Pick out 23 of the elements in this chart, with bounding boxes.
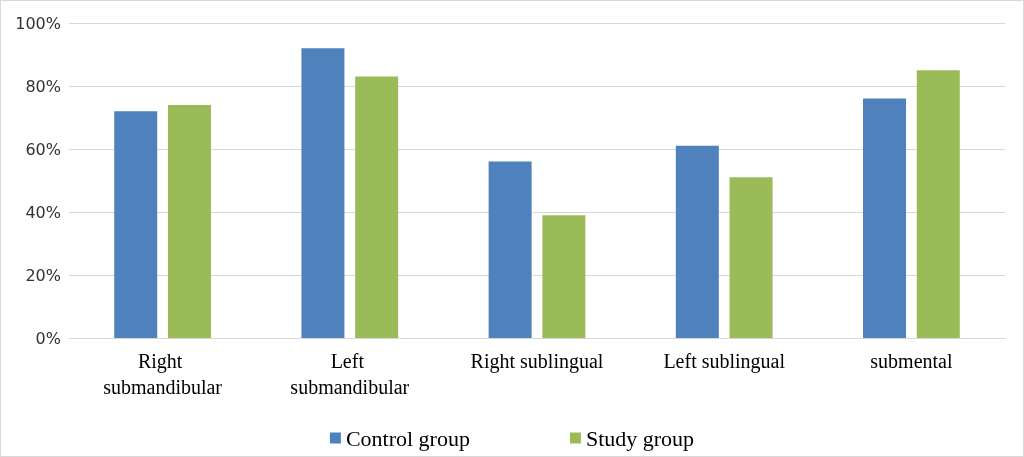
- y-tick-label: 20%: [25, 265, 61, 285]
- bar: [167, 104, 211, 338]
- x-tick-label: Left submandibular: [290, 350, 410, 398]
- bar: [488, 161, 532, 338]
- bar: [863, 98, 907, 338]
- bar: [729, 177, 773, 338]
- x-tick-label: submental: [870, 350, 953, 372]
- y-tick-label: 100%: [15, 13, 61, 33]
- bar: [114, 111, 158, 338]
- y-tick-label: 0%: [35, 328, 61, 348]
- bar: [542, 215, 586, 338]
- x-tick-label: Right sublingual: [470, 350, 604, 373]
- bar: [301, 48, 345, 338]
- y-tick-label: 40%: [25, 202, 61, 222]
- legend-label: Control group: [345, 425, 470, 451]
- legend-label: Study group: [585, 425, 695, 451]
- y-tick-label: 60%: [25, 139, 61, 159]
- bar: [355, 76, 399, 338]
- bar: [675, 145, 719, 338]
- bar: [916, 70, 960, 338]
- x-tick-label: Right submandibular: [103, 350, 223, 398]
- x-tick-label: Left sublingual: [663, 350, 786, 373]
- y-tick-label: 80%: [25, 76, 61, 96]
